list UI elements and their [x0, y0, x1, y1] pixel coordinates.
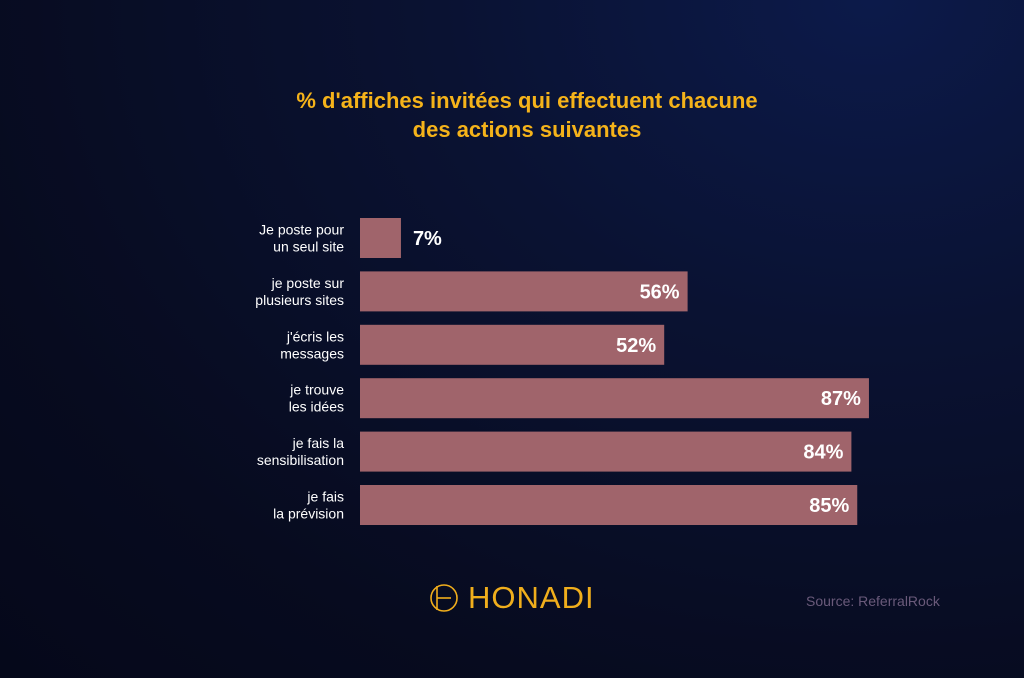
bar-5	[360, 485, 858, 525]
chart-title: % d'affiches invitées qui effectuent cha…	[0, 86, 1024, 144]
bar-3	[360, 378, 869, 419]
brand-name: HONADI	[468, 580, 595, 615]
category-label-0-line-1: un seul site	[273, 239, 344, 255]
source-credit: Source: ReferralRock	[806, 593, 940, 609]
category-label-2-line-1: messages	[280, 345, 344, 361]
category-label-4-line-1: sensibilisation	[257, 452, 344, 468]
category-label-5-line-1: la prévision	[273, 506, 344, 522]
category-label-1-line-0: je poste sur	[271, 275, 345, 291]
category-label-1-line-1: plusieurs sites	[255, 292, 344, 308]
category-label-0-line-0: Je poste pour	[259, 222, 344, 238]
category-label-3-line-0: je trouve	[289, 382, 344, 398]
bar-0	[360, 218, 401, 258]
bar-4	[360, 431, 852, 472]
value-label-4: 84%	[803, 442, 843, 464]
honadi-logo-icon	[430, 584, 458, 612]
value-label-1: 56%	[640, 281, 680, 303]
bar-2	[360, 324, 665, 365]
chart-title-line-2: des actions suivantes	[412, 117, 642, 142]
category-label-3-line-1: les idées	[289, 399, 344, 415]
value-label-5: 85%	[809, 495, 849, 517]
value-label-3: 87%	[821, 388, 861, 410]
category-label-4-line-0: je fais la	[292, 435, 345, 451]
bar-1	[360, 271, 688, 312]
value-label-0: 7%	[413, 228, 442, 250]
brand-logo: HONADI	[428, 578, 595, 618]
category-label-2-line-0: j'écris les	[286, 328, 344, 344]
chart-title-line-1: % d'affiches invitées qui effectuent cha…	[296, 88, 758, 113]
category-label-5-line-0: je fais	[306, 489, 344, 505]
value-label-2: 52%	[616, 335, 656, 357]
